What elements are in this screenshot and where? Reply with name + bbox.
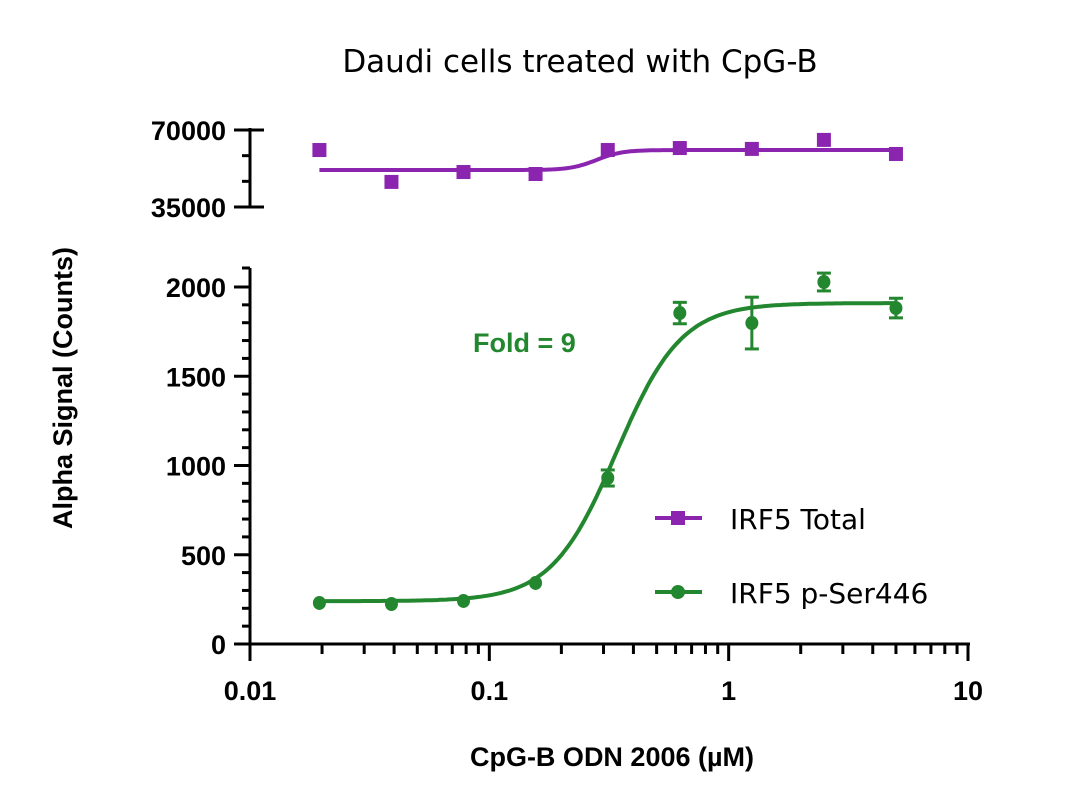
legend-marker-circle <box>671 585 685 599</box>
data-point-circle <box>529 575 543 590</box>
data-point-square <box>312 143 327 158</box>
top-y-tick-label: 70000 <box>151 116 226 146</box>
top-y-tick-label: 35000 <box>151 193 226 223</box>
data-point-square <box>672 141 687 156</box>
legend-label-irf5-total: IRF5 Total <box>730 503 866 536</box>
data-point-circle <box>817 275 831 290</box>
data-point-circle <box>457 593 471 608</box>
y-axis-label: Alpha Signal (Counts) <box>48 247 78 529</box>
data-point-circle <box>745 316 759 331</box>
data-point-circle <box>673 306 687 321</box>
bottom-y-tick-label: 1500 <box>166 362 226 392</box>
x-tick-label: 0.01 <box>224 676 277 706</box>
bottom-y-tick-label: 500 <box>181 541 226 571</box>
data-point-circle <box>889 301 903 316</box>
bottom-y-tick-label: 0 <box>211 630 226 660</box>
chart-title: Daudi cells treated with CpG-B <box>342 44 817 80</box>
data-point-circle <box>312 595 326 610</box>
data-point-circle <box>601 470 615 485</box>
data-point-square <box>888 146 903 161</box>
data-point-square <box>744 141 759 156</box>
x-tick-label: 0.1 <box>471 676 509 706</box>
x-axis-label: CpG-B ODN 2006 (µM) <box>470 742 754 772</box>
data-point-square <box>456 165 471 180</box>
legend-marker-square <box>671 511 685 525</box>
x-tick-label: 10 <box>953 676 983 706</box>
bottom-y-tick-label: 1000 <box>166 452 226 482</box>
data-point-square <box>528 167 543 181</box>
fit-curve-irf5-pser446 <box>319 301 896 604</box>
data-point-circle <box>384 597 398 612</box>
legend: IRF5 Total IRF5 p-Ser446 <box>655 503 928 610</box>
data-point-square <box>384 174 399 189</box>
data-point-square <box>816 132 831 147</box>
fold-annotation: Fold = 9 <box>473 328 576 358</box>
bottom-y-tick-label: 2000 <box>166 273 226 303</box>
data-point-square <box>600 143 615 158</box>
legend-label-irf5-pser446: IRF5 p-Ser446 <box>730 577 928 610</box>
x-tick-label: 1 <box>721 676 736 706</box>
